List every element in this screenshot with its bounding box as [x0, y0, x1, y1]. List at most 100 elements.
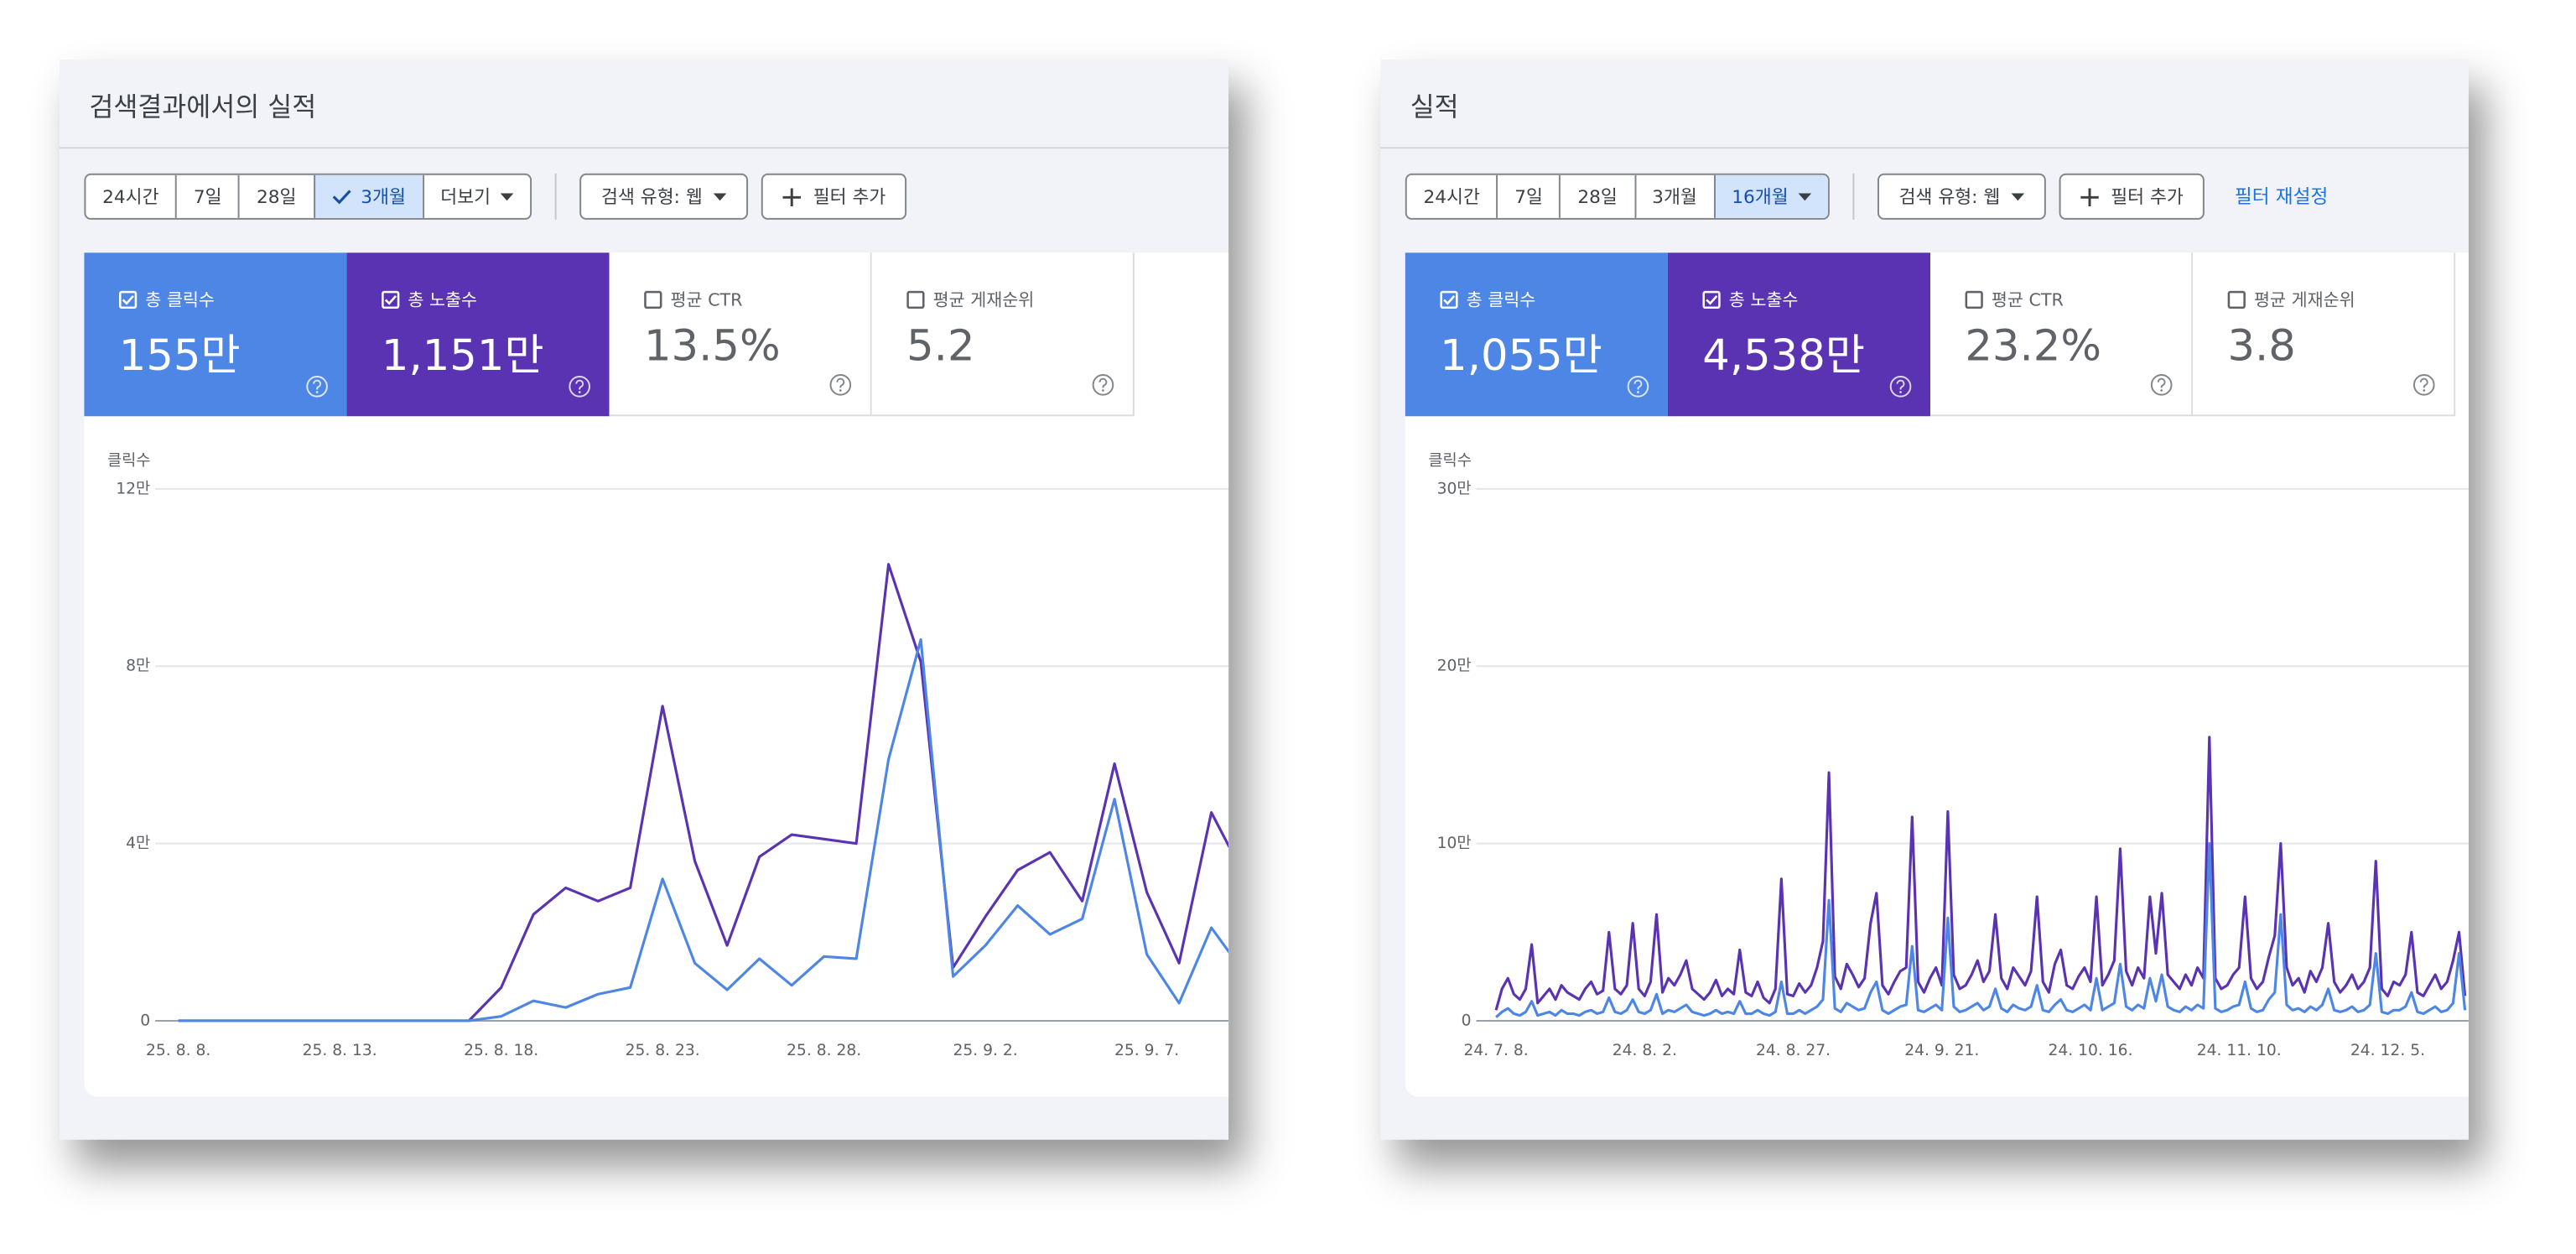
help-circle [1889, 375, 1912, 398]
reset-link[interactable]: 필터 재설정 [2234, 185, 2329, 209]
checkbox-check [1706, 295, 1718, 305]
date-button[interactable]: 3개월 [1633, 174, 1714, 218]
metric-value: 4,538만 [1702, 331, 1865, 382]
help-icon [1627, 375, 1649, 398]
toolbar: 24시간 7일 28일 3개월 더보기 검색 유형: 웹 필터 추가 [84, 173, 920, 220]
help-mark [1098, 377, 1108, 388]
help-circle [306, 375, 328, 398]
y-tick-label: 0 [140, 1012, 150, 1029]
metric-name: 평균 CTR [1991, 290, 2064, 311]
help-dot [2423, 389, 2426, 392]
x-tick-label: 24. 7. 8. [1463, 1042, 1528, 1059]
checkbox-check [122, 295, 134, 305]
help-icon [2412, 374, 2435, 396]
y-axis-label: 클릭수 [1428, 452, 1472, 470]
help-mark [1633, 379, 1643, 390]
x-tick-label: 24. 8. 2. [1613, 1042, 1677, 1059]
arrow-shape [714, 192, 728, 200]
help-dot [2160, 389, 2163, 392]
arrow-shape [2012, 192, 2025, 200]
checkbox-check [1443, 295, 1456, 305]
metric-label: 총 클릭수 [1440, 288, 1535, 313]
metric-card[interactable]: 평균 게재순위 5.2 [871, 252, 1135, 417]
x-tick-label: 25. 8. 23. [626, 1042, 700, 1059]
x-tick-label: 25. 8. 28. [787, 1042, 861, 1059]
help-icon [1092, 374, 1114, 396]
metric-card[interactable]: 평균 CTR 13.5% [609, 252, 872, 417]
date-button-label: 3개월 [361, 186, 406, 209]
checkbox-box [1965, 290, 1983, 310]
date-button[interactable]: 더보기 [422, 174, 531, 218]
date-button-label: 24시간 [1423, 186, 1480, 209]
date-button[interactable]: 7일 [175, 174, 238, 218]
checkbox [644, 290, 662, 310]
metric-card[interactable]: 총 클릭수 155만 [84, 252, 347, 417]
date-button[interactable]: 24시간 [86, 175, 175, 218]
metric-value: 155만 [118, 331, 241, 382]
date-button-label: 24시간 [102, 186, 159, 209]
filter-button[interactable]: 필터 추가 [2059, 173, 2205, 220]
dropdown-arrow [714, 192, 728, 200]
metric-label: 평균 게재순위 [2227, 288, 2355, 313]
metric-card[interactable]: 평균 게재순위 3.8 [2193, 252, 2456, 417]
plus-icon [2080, 187, 2100, 206]
help-circle [2412, 374, 2435, 396]
arrow-shape [1798, 192, 1812, 200]
date-button[interactable]: 28일 [1559, 174, 1634, 218]
separator [1852, 173, 1855, 220]
checkbox-box [644, 290, 662, 310]
date-button[interactable]: 28일 [238, 174, 313, 218]
metric-card[interactable]: 평균 CTR 23.2% [1929, 252, 2194, 417]
help-dot [1102, 389, 1104, 392]
date-button[interactable]: 7일 [1496, 174, 1560, 218]
metric-name: 평균 게재순위 [932, 290, 1035, 311]
checkbox-box [382, 290, 400, 310]
check-icon [331, 190, 351, 205]
date-button[interactable]: 24시간 [1407, 175, 1497, 218]
filter-label: 검색 유형: 웹 [1898, 186, 2001, 209]
x-tick-label: 24. 10. 16. [2048, 1042, 2132, 1059]
metric-name: 평균 게재순위 [2253, 290, 2355, 311]
help-dot [1899, 391, 1902, 393]
y-tick-label: 20만 [1437, 658, 1472, 675]
metric-card[interactable]: 총 노출수 4,538만 [1667, 252, 1930, 417]
metric-label: 총 노출수 [382, 288, 477, 313]
filter-button[interactable]: 필터 추가 [761, 173, 907, 220]
date-button[interactable]: 16개월 [1713, 174, 1828, 218]
date-button-label: 7일 [1514, 186, 1543, 209]
y-tick-label: 0 [1462, 1012, 1472, 1029]
metric-name: 평균 CTR [670, 290, 743, 311]
series-line [178, 563, 1229, 1022]
date-button-label: 더보기 [440, 186, 491, 209]
x-tick-label: 25. 8. 18. [464, 1042, 538, 1059]
chart-card: 총 클릭수 1,055만 총 노출수 4,538만 평균 CTR 23.2% 평균 게재순위… [1405, 252, 2469, 1097]
x-tick-label: 24. 11. 10. [2197, 1042, 2282, 1059]
help-dot [315, 391, 319, 393]
metric-card[interactable]: 총 노출수 1,151만 [346, 252, 610, 417]
metric-label: 평균 게재순위 [906, 288, 1034, 313]
panel: 검색결과에서의 실적 24시간 7일 28일 3개월 더보기 검색 유형: 웹 필터 추가 총 … [59, 59, 1229, 1140]
y-tick-label: 4만 [126, 835, 150, 852]
metric-value: 5.2 [906, 321, 975, 372]
toolbar: 24시간 7일 28일 3개월 16개월 검색 유형: 웹 필터 추가 필터 재설정 [1405, 173, 2329, 220]
checkbox-check [384, 295, 397, 305]
filter-button[interactable]: 검색 유형: 웹 [1877, 173, 2047, 220]
help-circle [569, 375, 590, 398]
panel: 실적 24시간 7일 28일 3개월 16개월 검색 유형: 웹 필터 추가 필터 재설정 총 클… [1380, 59, 2469, 1140]
y-tick-label: 30만 [1437, 480, 1472, 497]
metric-value: 1,151만 [381, 331, 544, 382]
help-circle [1092, 374, 1114, 396]
help-icon [1889, 375, 1912, 398]
help-icon [2150, 374, 2173, 396]
checkbox-box [2227, 290, 2246, 310]
metric-card[interactable]: 총 클릭수 1,055만 [1405, 252, 1668, 417]
chart: 클릭수 0 4만 8만 12만 25. 8. 8. 25. 8. 13. 25. 8. 18.… [107, 452, 1229, 1059]
help-dot [839, 389, 842, 392]
checkbox-box [118, 290, 138, 310]
series-line [1494, 736, 2467, 1011]
separator [554, 173, 557, 220]
checkbox [118, 290, 138, 310]
date-button[interactable]: 3개월 [313, 174, 423, 218]
filter-button[interactable]: 검색 유형: 웹 [579, 173, 749, 220]
checkbox [2227, 290, 2246, 310]
